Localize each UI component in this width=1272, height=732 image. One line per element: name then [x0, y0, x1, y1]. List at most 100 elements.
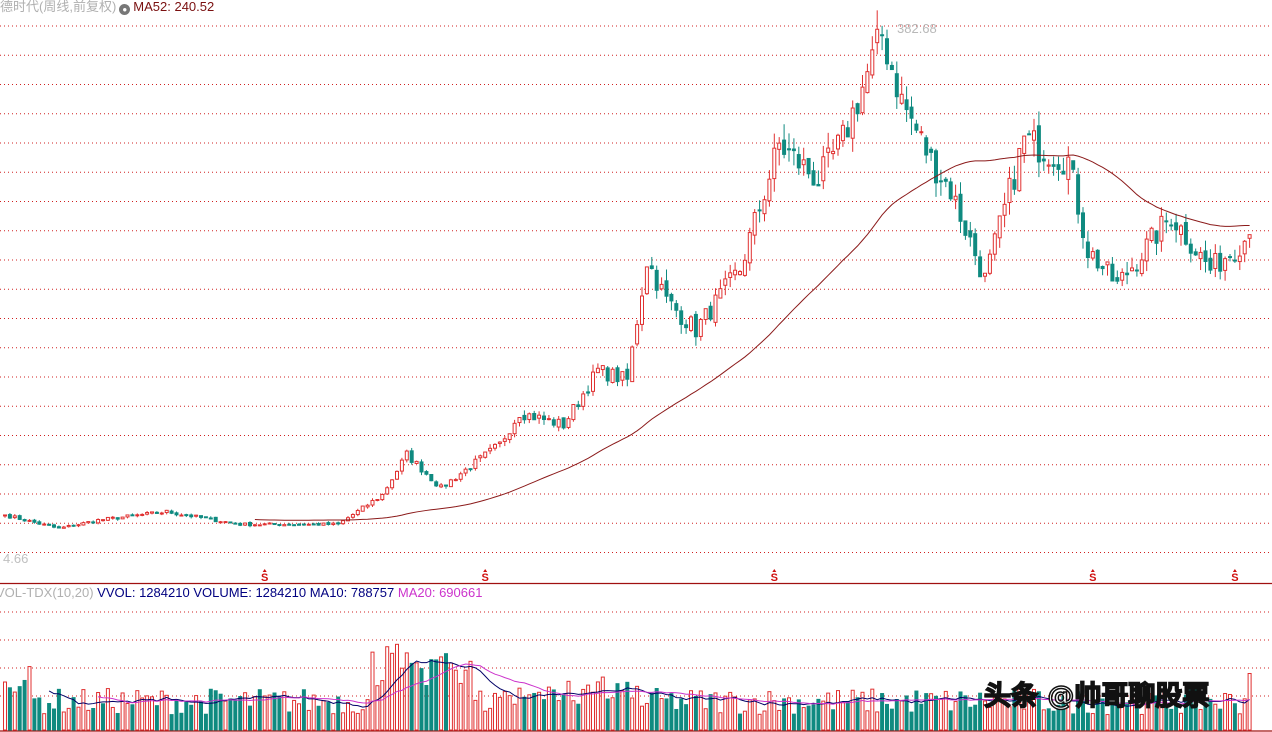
candle-up	[262, 523, 267, 526]
candle-up	[1242, 240, 1247, 255]
candle-up	[3, 514, 7, 517]
candle-up	[404, 450, 409, 461]
volume-bar	[1017, 688, 1022, 731]
candle-down	[37, 521, 42, 525]
signal-marker: S	[1089, 572, 1096, 584]
candle-up	[76, 524, 81, 527]
volume-bar	[870, 688, 875, 731]
candle-down	[586, 391, 591, 394]
volume-bar	[47, 703, 52, 731]
volume-bar	[1242, 698, 1247, 731]
volume-bar	[1188, 687, 1193, 731]
volume-bar	[473, 699, 478, 731]
candle-down	[22, 519, 27, 522]
volume-bar	[1149, 693, 1154, 731]
volume-bar	[875, 711, 880, 731]
volume-bar	[409, 662, 414, 731]
volume-bar	[203, 713, 208, 731]
volume-bar	[831, 709, 836, 731]
candle-up	[517, 417, 522, 424]
candle-up	[1120, 271, 1125, 281]
candle-up	[992, 233, 997, 255]
candle-up	[497, 441, 502, 444]
candle-up	[380, 493, 385, 501]
volume-bar	[556, 700, 561, 731]
volume-bar	[791, 713, 796, 731]
volume-bar	[904, 695, 909, 731]
candle-up	[777, 142, 782, 150]
candle-down	[434, 481, 439, 487]
volume-bar	[640, 705, 644, 731]
volume-bar	[654, 688, 659, 731]
candle-up	[399, 459, 404, 472]
candle-up	[1090, 251, 1095, 259]
volume-bar	[1090, 713, 1095, 731]
candle-up	[738, 271, 742, 276]
candle-down	[649, 265, 654, 269]
candle-down	[1228, 256, 1232, 259]
candle-down	[669, 293, 674, 302]
volume-bar	[943, 690, 948, 731]
volume-bar	[757, 713, 762, 731]
candle-down	[551, 419, 556, 426]
candle-down	[56, 526, 61, 529]
volume-bar	[718, 712, 723, 731]
candle-down	[943, 178, 948, 182]
volume-bar	[96, 692, 101, 731]
volume-bar	[37, 697, 42, 731]
candle-down	[174, 512, 179, 516]
candle-up	[919, 131, 924, 134]
candle-up	[473, 458, 478, 469]
candle-up	[66, 524, 71, 528]
volume-bar	[801, 707, 806, 731]
volume-bar	[390, 652, 395, 731]
volume-bar	[625, 681, 630, 731]
ma52-label: MA52: 240.52	[133, 0, 215, 14]
settings-dot-icon[interactable]: ●	[119, 4, 131, 15]
candle-down	[1188, 243, 1193, 254]
candle-down	[424, 471, 429, 475]
signal-marker: S	[261, 572, 268, 584]
volume-bar	[747, 699, 752, 731]
volume-bar	[507, 695, 512, 731]
stock-title: 德时代(周线,前复权)	[0, 0, 117, 14]
volume-bar	[267, 694, 272, 731]
volume-bar	[532, 692, 537, 731]
volume-bar	[664, 698, 669, 731]
volume-bar	[1208, 698, 1213, 731]
volume-bar	[1095, 702, 1100, 731]
volume-bar	[115, 713, 120, 731]
candle-down	[468, 468, 473, 471]
volume-bar	[1125, 702, 1130, 731]
candle-up	[164, 509, 169, 514]
candle-down	[1041, 158, 1046, 162]
volume-bar	[56, 688, 61, 731]
candle-up	[96, 519, 101, 524]
volume-bar	[1169, 708, 1174, 731]
candle-up	[414, 460, 419, 464]
candle-down	[934, 150, 938, 184]
candle-up	[439, 484, 444, 488]
volume-bar	[7, 687, 12, 731]
candle-up	[321, 522, 326, 526]
volume-bar	[380, 680, 385, 731]
volume-bar	[978, 692, 983, 731]
candle-down	[1110, 263, 1115, 282]
volume-bar	[86, 709, 91, 731]
candle-down	[693, 313, 698, 338]
candle-up	[282, 524, 287, 527]
candle-up	[81, 522, 86, 526]
volume-bar	[414, 662, 419, 731]
ma52-line	[254, 154, 1250, 521]
candle-down	[963, 220, 968, 236]
candle-down	[429, 474, 434, 482]
candle-up	[899, 93, 904, 104]
candle-up	[370, 499, 375, 506]
volume-bar	[684, 704, 689, 731]
signal-marker: S	[1231, 572, 1238, 584]
volume-bar	[66, 707, 71, 731]
volume-bar	[581, 688, 586, 731]
volume-bar	[1056, 704, 1061, 731]
volume-bar	[1247, 672, 1252, 731]
volume-bar	[1081, 701, 1085, 731]
